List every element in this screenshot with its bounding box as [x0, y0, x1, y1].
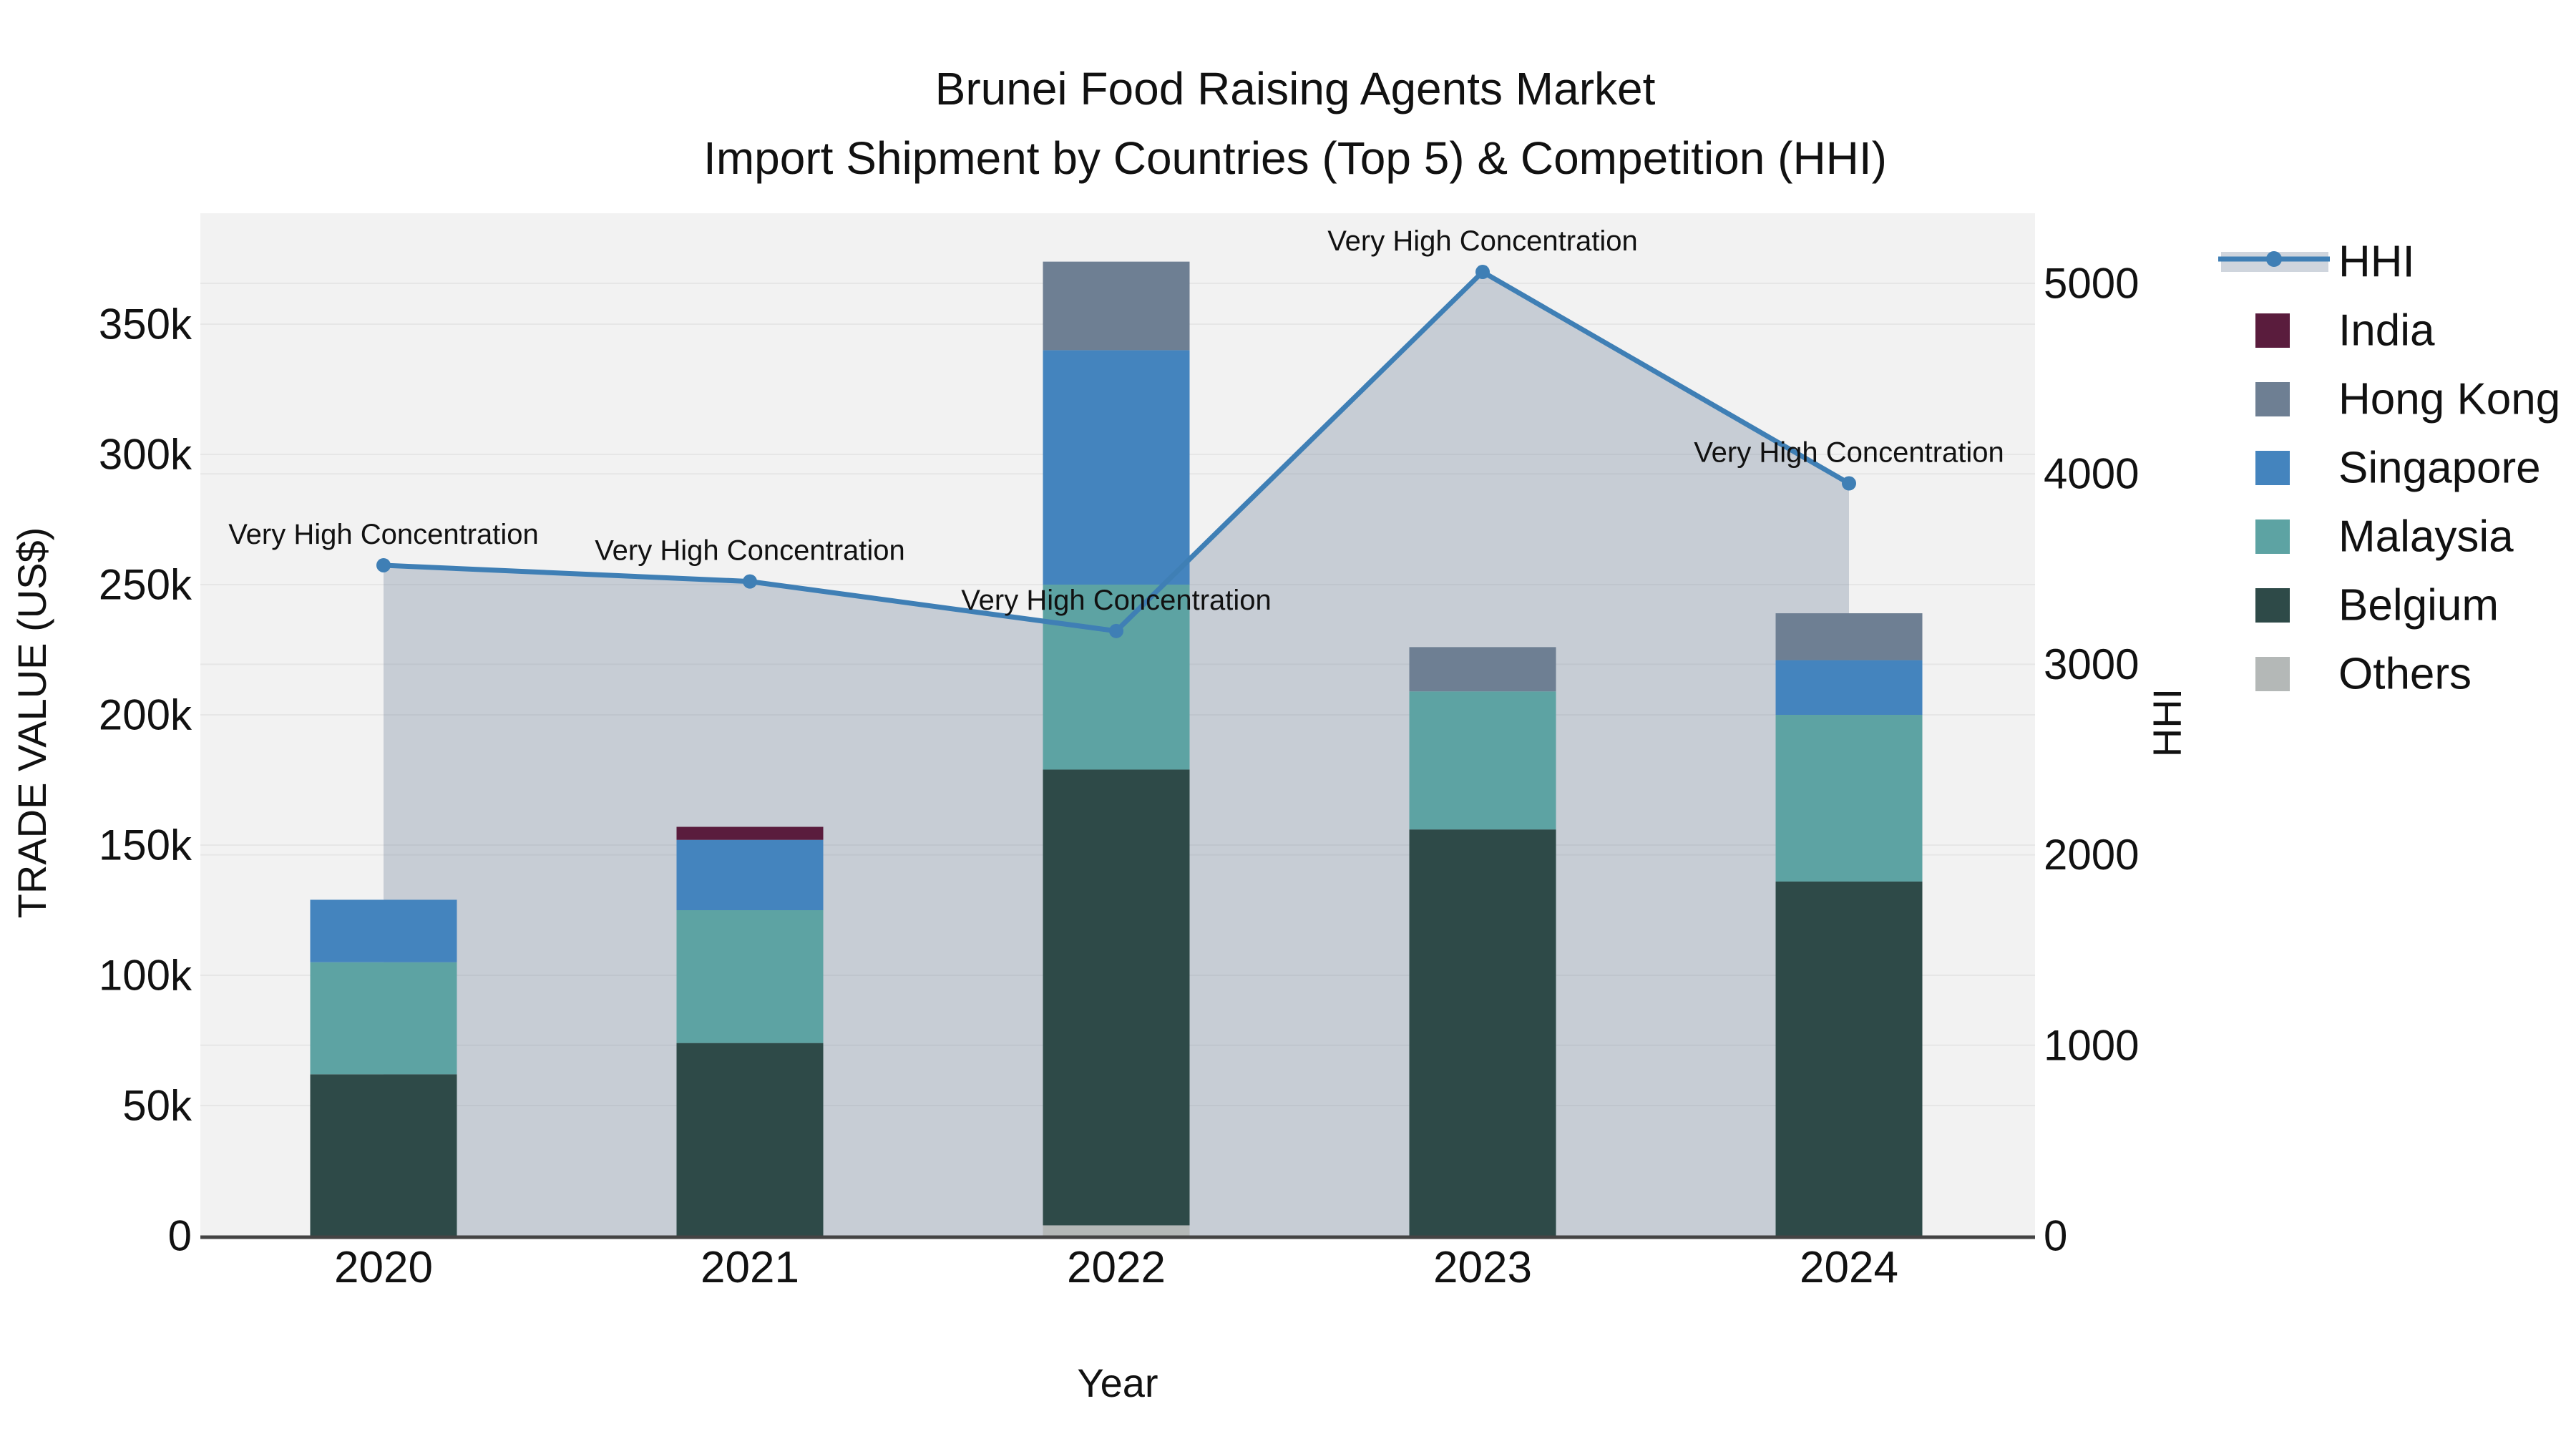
bar-segment-singapore-2021[interactable]	[676, 839, 824, 910]
y-left-tick-label: 0	[168, 1212, 192, 1260]
legend-label-india: India	[2338, 306, 2435, 356]
x-tick-label-2023: 2023	[1433, 1243, 1532, 1292]
legend-label-malaysia: Malaysia	[2338, 512, 2514, 562]
x-axis-title: Year	[1077, 1360, 1158, 1405]
bar-segment-hong-kong-2023[interactable]	[1409, 647, 1556, 692]
annotation-very-high-concentration: Very High Concentration	[228, 519, 539, 550]
hhi-marker-2021[interactable]	[743, 574, 757, 589]
y-left-tick-label: 100k	[99, 952, 192, 1000]
legend-label-others: Others	[2338, 650, 2472, 699]
malaysia-swatch-icon	[2255, 519, 2290, 554]
x-tick-label-2022: 2022	[1067, 1243, 1166, 1292]
hhi-marker-swatch-icon	[2266, 251, 2282, 267]
y-left-tick-label: 300k	[99, 431, 192, 479]
x-tick-label-2024: 2024	[1800, 1243, 1898, 1292]
legend-label-hong-kong: Hong Kong	[2338, 375, 2560, 424]
bar-segment-singapore-2022[interactable]	[1043, 350, 1190, 585]
y-left-tick-label: 250k	[99, 561, 192, 609]
annotation-very-high-concentration: Very High Concentration	[961, 585, 1272, 616]
india-swatch-icon	[2255, 313, 2290, 348]
others-swatch-icon	[2255, 657, 2290, 691]
legend-item-malaysia[interactable]: Malaysia	[2255, 512, 2514, 562]
bar-segment-india-2021[interactable]	[676, 826, 824, 840]
legend-label-belgium: Belgium	[2338, 581, 2499, 630]
legend-label-hhi: HHI	[2338, 238, 2415, 287]
hhi-marker-2024[interactable]	[1842, 476, 1856, 491]
legend-label-singapore: Singapore	[2338, 444, 2541, 493]
bar-segment-hong-kong-2024[interactable]	[1775, 613, 1923, 660]
bar-segment-belgium-2022[interactable]	[1043, 769, 1190, 1226]
chart-title-line2: Import Shipment by Countries (Top 5) & C…	[703, 132, 1887, 184]
x-tick-label-2020: 2020	[334, 1243, 433, 1292]
bar-segment-malaysia-2023[interactable]	[1409, 691, 1556, 830]
annotation-very-high-concentration: Very High Concentration	[1694, 437, 2004, 469]
legend-item-india[interactable]: India	[2255, 306, 2435, 356]
bar-segment-belgium-2020[interactable]	[310, 1074, 457, 1236]
hong-kong-swatch-icon	[2255, 382, 2290, 416]
bar-segment-singapore-2024[interactable]	[1775, 660, 1923, 715]
annotation-very-high-concentration: Very High Concentration	[595, 535, 905, 567]
bar-segment-belgium-2024[interactable]	[1775, 881, 1923, 1236]
bar-segment-belgium-2021[interactable]	[676, 1043, 824, 1236]
bar-segment-malaysia-2022[interactable]	[1043, 585, 1190, 770]
bar-segment-singapore-2020[interactable]	[310, 899, 457, 962]
y-right-tick-label: 2000	[2044, 831, 2139, 879]
y-left-tick-label: 350k	[99, 301, 192, 348]
hhi-marker-2023[interactable]	[1475, 265, 1490, 280]
x-tick-label-2021: 2021	[701, 1243, 799, 1292]
legend-item-hong-kong[interactable]: Hong Kong	[2255, 375, 2560, 424]
y-right-tick-label: 4000	[2044, 450, 2139, 498]
y-left-tick-label: 200k	[99, 691, 192, 739]
bar-segment-malaysia-2020[interactable]	[310, 962, 457, 1075]
legend-item-others[interactable]: Others	[2255, 650, 2472, 699]
hhi-marker-2022[interactable]	[1109, 623, 1123, 638]
bar-segment-others-2022[interactable]	[1043, 1225, 1190, 1236]
hhi-marker-2020[interactable]	[376, 557, 391, 572]
chart-title-line1: Brunei Food Raising Agents Market	[935, 63, 1656, 114]
legend-item-hhi[interactable]: HHI	[2218, 238, 2415, 287]
y-right-tick-label: 5000	[2044, 260, 2139, 308]
bar-segment-hong-kong-2022[interactable]	[1043, 261, 1190, 351]
belgium-swatch-icon	[2255, 588, 2290, 623]
y-right-axis-title: HHI	[2145, 688, 2190, 757]
legend-item-belgium[interactable]: Belgium	[2255, 581, 2499, 630]
legend-item-singapore[interactable]: Singapore	[2255, 444, 2541, 493]
y-right-tick-label: 3000	[2044, 640, 2139, 688]
y-right-tick-label: 1000	[2044, 1021, 2139, 1069]
y-right-tick-label: 0	[2044, 1212, 2067, 1260]
bar-segment-malaysia-2021[interactable]	[676, 910, 824, 1043]
y-left-tick-label: 50k	[122, 1082, 192, 1130]
y-left-axis-title: TRADE VALUE (US$)	[9, 527, 54, 919]
bar-segment-malaysia-2024[interactable]	[1775, 715, 1923, 882]
y-left-tick-label: 150k	[99, 821, 192, 869]
singapore-swatch-icon	[2255, 451, 2290, 485]
bar-segment-belgium-2023[interactable]	[1409, 829, 1556, 1236]
annotation-very-high-concentration: Very High Concentration	[1327, 225, 1638, 257]
